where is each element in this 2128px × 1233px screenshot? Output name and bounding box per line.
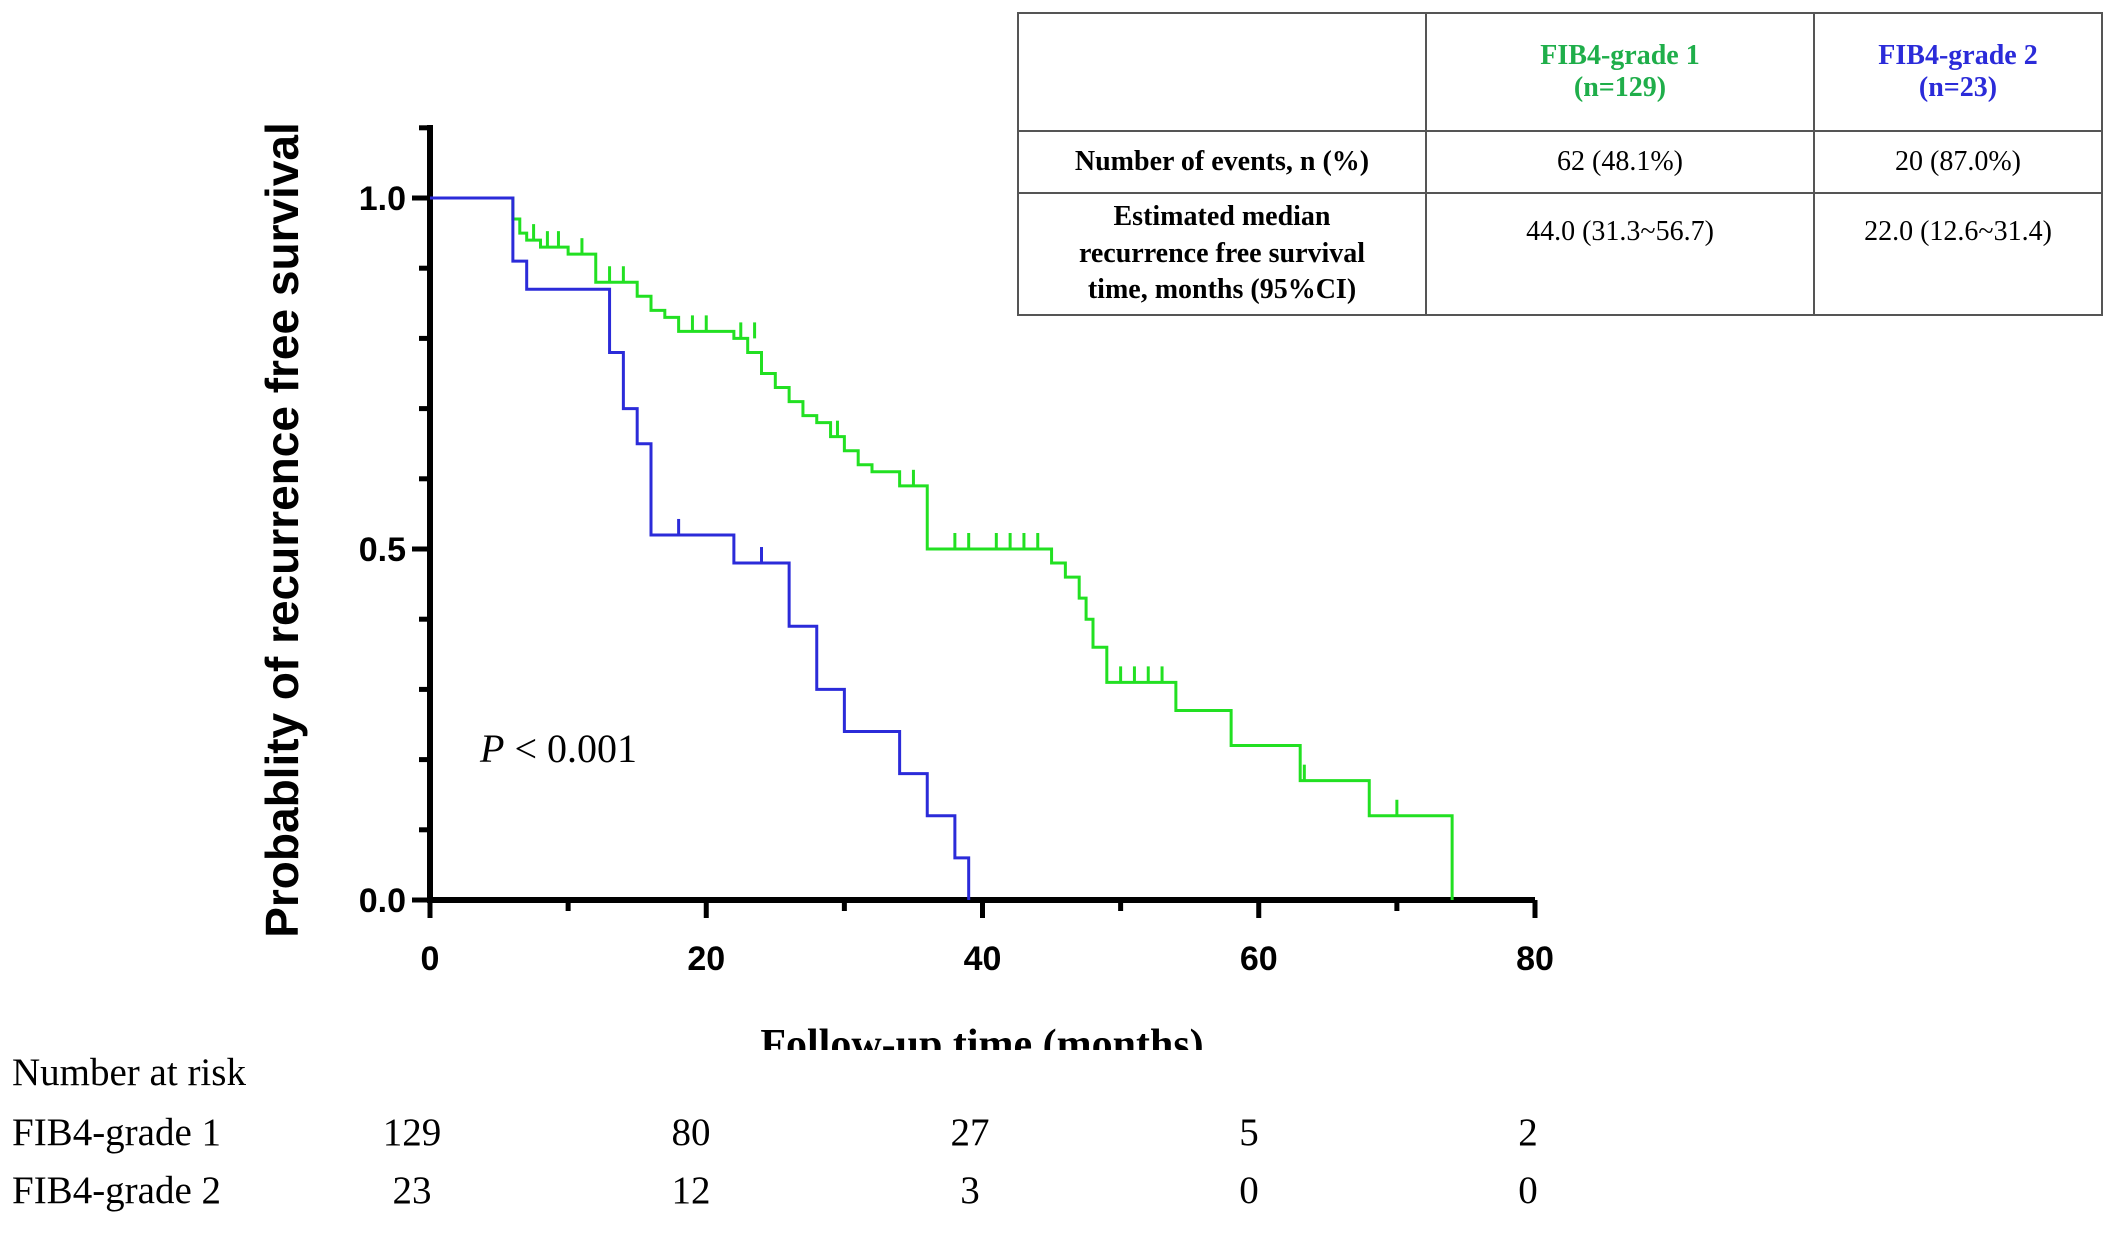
y-tick-label: 0.0 — [359, 882, 406, 920]
x-tick-label: 40 — [964, 940, 1002, 978]
table-header-grade2: FIB4-grade 2 (n=23) — [1813, 12, 2103, 132]
table-cell: 22.0 (12.6~31.4) — [1813, 192, 2103, 316]
table-cell: 44.0 (31.3~56.7) — [1425, 192, 1815, 316]
risk-value: 0 — [1239, 1169, 1259, 1212]
grade2-header-text: FIB4-grade 2 (n=23) — [1878, 40, 2038, 103]
x-tick-label: 60 — [1240, 940, 1278, 978]
risk-value: 80 — [671, 1111, 711, 1154]
risk-value: 27 — [950, 1111, 990, 1154]
table-cell: 20 (87.0%) — [1813, 130, 2103, 194]
risk-value: 3 — [960, 1169, 980, 1212]
survival-curve-2 — [430, 196, 971, 900]
risk-value: 129 — [382, 1111, 442, 1154]
survival-curve-1 — [430, 196, 1454, 900]
grade1-header-text: FIB4-grade 1 (n=129) — [1540, 40, 1700, 103]
table-header-cell — [1017, 12, 1427, 132]
table-row: Estimated median recurrence free surviva… — [1017, 192, 2103, 316]
table-row-label: Number of events, n (%) — [1017, 130, 1427, 194]
x-tick-label: 20 — [687, 940, 725, 978]
table-cell: 62 (48.1%) — [1425, 130, 1815, 194]
x-tick-label: 80 — [1516, 940, 1554, 978]
table-header-row: FIB4-grade 1 (n=129) FIB4-grade 2 (n=23) — [1017, 12, 2103, 132]
risk-title: Number at risk — [12, 1051, 246, 1094]
number-at-risk-table: Number at risk FIB4-grade 1 FIB4-grade 2… — [0, 1050, 1600, 1230]
risk-value: 5 — [1239, 1111, 1259, 1154]
risk-row-label: FIB4-grade 1 — [12, 1111, 222, 1154]
table-row-label: Estimated median recurrence free surviva… — [1017, 192, 1427, 316]
km-chart: 0.0 0.5 1.0 0 20 40 60 80 Probablity of recurren… — [256, 122, 1554, 1050]
p-value-annotation: P < 0.001 — [479, 726, 637, 771]
y-axis-title: Probablity of recurrence free survival — [256, 122, 308, 938]
y-tick-label: 0.5 — [359, 531, 406, 569]
risk-value: 2 — [1518, 1111, 1538, 1154]
table-row: Number of events, n (%) 62 (48.1%) 20 (8… — [1017, 130, 2103, 194]
risk-row-label: FIB4-grade 2 — [12, 1169, 222, 1212]
risk-value: 0 — [1518, 1169, 1538, 1212]
table-header-grade1: FIB4-grade 1 (n=129) — [1425, 12, 1815, 132]
x-axis-title: Follow-up time (months) — [760, 1022, 1203, 1050]
x-tick-label: 0 — [421, 940, 440, 978]
risk-value: 12 — [671, 1169, 711, 1212]
summary-table: FIB4-grade 1 (n=129) FIB4-grade 2 (n=23)… — [1017, 12, 2103, 316]
y-tick-label: 1.0 — [359, 180, 406, 218]
risk-value: 23 — [392, 1169, 432, 1212]
